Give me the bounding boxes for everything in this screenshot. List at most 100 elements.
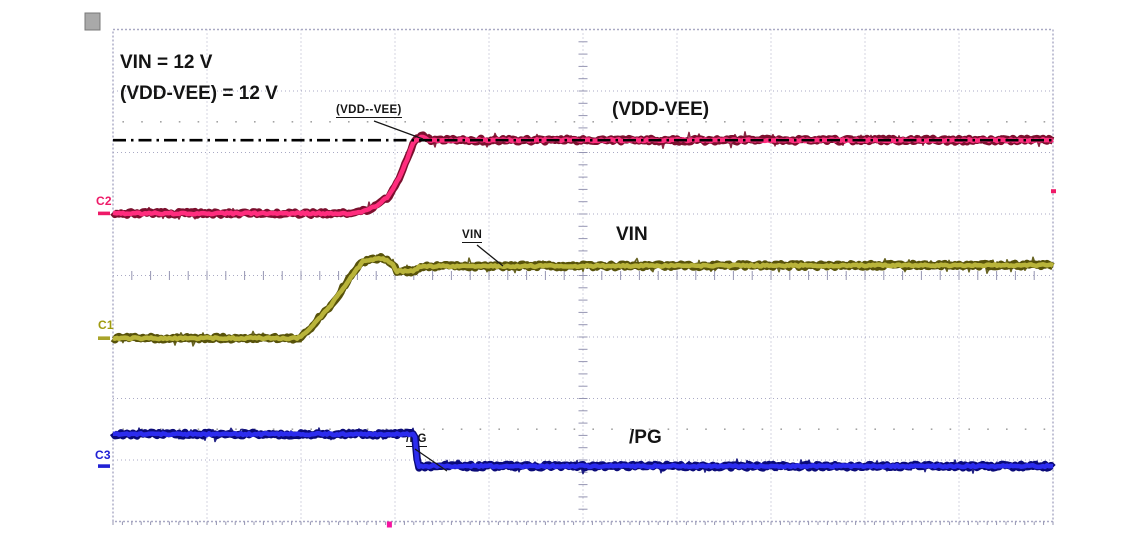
callout-vdd-vee: (VDD--VEE) [336, 104, 402, 118]
trace-label-pg: /PG [629, 427, 662, 448]
callout-vin: VIN [462, 229, 483, 243]
minor-dot [648, 121, 651, 123]
minor-dot [836, 121, 839, 123]
minor-dot [630, 428, 632, 430]
minor-dot [366, 428, 369, 430]
minor-dot [197, 121, 200, 123]
channel-zero-marker-c1 [98, 336, 110, 340]
minor-dot [310, 121, 312, 123]
minor-dot [423, 428, 425, 430]
minor-dot [160, 121, 162, 123]
minor-dot [442, 121, 444, 123]
minor-dot [291, 428, 294, 430]
minor-dot [517, 121, 519, 123]
minor-dot [799, 428, 801, 430]
minor-dot [498, 121, 500, 123]
trace-c3-core [112, 431, 1054, 470]
minor-dot [1006, 428, 1008, 430]
minor-dot [912, 121, 914, 123]
minor-dot [968, 121, 970, 123]
callout-leader-line-leader-pg [414, 448, 448, 472]
minor-dot [310, 428, 312, 430]
minor-dot [554, 121, 557, 123]
minor-dot [592, 121, 594, 123]
trace-c1-core [112, 255, 1055, 342]
minor-dot [874, 428, 876, 430]
minor-dot [460, 428, 463, 430]
minor-dot [761, 428, 764, 430]
minor-dot [874, 121, 876, 123]
minor-dot [930, 121, 933, 123]
trigger-position-marker [386, 521, 392, 528]
minor-dot [930, 428, 933, 430]
minor-dot [1006, 121, 1008, 123]
minor-dot [724, 121, 726, 123]
minor-dot [329, 428, 331, 430]
minor-dot [742, 121, 745, 123]
channel-zero-marker-c2 [98, 211, 110, 216]
minor-dot [648, 428, 651, 430]
annotation-vdd-vee-value: (VDD-VEE) = 12 V [120, 83, 278, 104]
callout-leader-line-leader-vdd-vee [373, 120, 424, 140]
minor-dot [836, 428, 839, 430]
minor-dot [235, 121, 237, 123]
minor-dot [630, 121, 632, 123]
minor-dot [479, 428, 482, 430]
minor-dot [517, 428, 519, 430]
minor-dot [573, 428, 576, 430]
minor-dot [893, 121, 895, 123]
minor-dot [385, 121, 388, 123]
gray-square-artifact [84, 12, 101, 31]
minor-dot [912, 428, 914, 430]
callout-leader-line-leader-vin [476, 244, 504, 267]
minor-dot [705, 121, 707, 123]
channel-label-c2: C2 [96, 194, 112, 208]
minor-dot [366, 121, 369, 123]
minor-dot [705, 428, 707, 430]
minor-dot [968, 428, 970, 430]
minor-dot [536, 121, 538, 123]
minor-dot [573, 121, 576, 123]
minor-dot [498, 428, 500, 430]
minor-dot [442, 428, 444, 430]
channel-zero-marker-c3 [98, 464, 110, 468]
minor-dot [178, 121, 181, 123]
minor-dot [1024, 121, 1027, 123]
minor-dot [141, 121, 143, 123]
minor-dot [122, 121, 124, 123]
minor-dot [667, 428, 670, 430]
minor-dot [949, 121, 952, 123]
minor-dot [197, 428, 200, 430]
minor-dot [611, 428, 613, 430]
minor-dot [855, 121, 858, 123]
minor-dot [1024, 428, 1027, 430]
minor-dot [216, 121, 218, 123]
minor-dot [761, 121, 764, 123]
minor-dot [780, 121, 782, 123]
minor-dot [987, 121, 989, 123]
minor-dot [460, 121, 463, 123]
minor-dot [818, 428, 820, 430]
minor-dot [272, 121, 275, 123]
trace-label-vdd-vee: (VDD-VEE) [612, 99, 710, 120]
channel-label-c3: C3 [95, 448, 111, 462]
trace-c2-core [112, 134, 1054, 217]
channel-label-c1: C1 [98, 318, 114, 332]
minor-dot [611, 121, 613, 123]
minor-dot [1043, 121, 1046, 123]
minor-dot [329, 121, 331, 123]
minor-dot [122, 428, 124, 430]
trace-label-vin: VIN [616, 224, 648, 245]
minor-dot [235, 428, 237, 430]
minor-dot [348, 121, 350, 123]
trace-c2-noise-band [110, 131, 1055, 219]
minor-dot [178, 428, 181, 430]
minor-dot [1043, 428, 1046, 430]
minor-dot [536, 428, 538, 430]
minor-dot [818, 121, 820, 123]
minor-dot [404, 121, 406, 123]
minor-dot [686, 121, 688, 123]
minor-dot [423, 121, 425, 123]
